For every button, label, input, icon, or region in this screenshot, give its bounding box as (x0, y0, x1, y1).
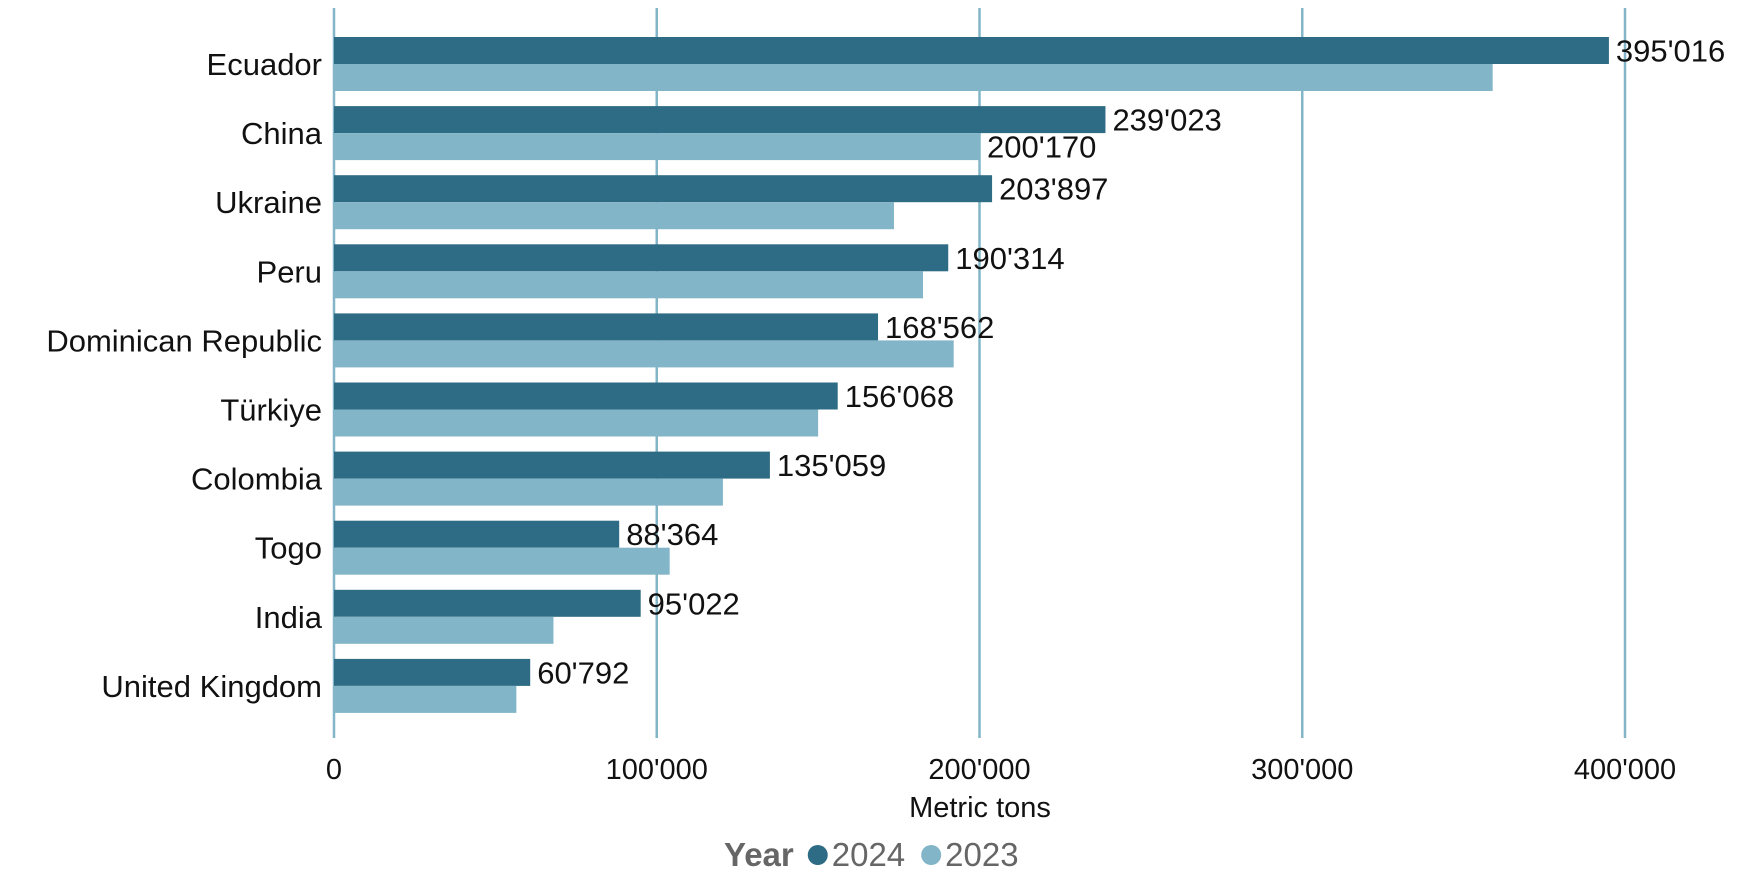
data-label: 239'023 (1112, 103, 1221, 138)
data-label: 190'314 (955, 241, 1064, 276)
bar-2024-togo (334, 520, 620, 548)
category-label: United Kingdom (101, 669, 322, 704)
data-label: 200'170 (987, 130, 1096, 165)
bar-2023-t-rkiye (334, 409, 819, 437)
bar-2024-united-kingdom (334, 658, 531, 686)
data-label: 135'059 (777, 448, 886, 483)
bars (334, 37, 1609, 713)
bar-2024-peru (334, 244, 949, 272)
category-label: China (241, 116, 323, 151)
legend-marker (807, 845, 828, 865)
bar-2024-colombia (334, 451, 770, 479)
legend: Year 2024 2023 (724, 836, 1019, 873)
legend-marker (921, 845, 942, 865)
category-labels: Ecuador China Ukraine Peru Dominican Republi… (46, 47, 322, 704)
category-label: Dominican Republic (46, 323, 322, 358)
legend-label: 2024 (832, 836, 905, 873)
data-label: 203'897 (999, 172, 1108, 207)
x-tick-label: 100'000 (606, 754, 708, 786)
bar-2024-ukraine (334, 175, 993, 203)
bar-2024-china (334, 106, 1106, 134)
x-tick-label: 0 (326, 754, 342, 786)
bar-2023-china (334, 133, 981, 161)
data-label: 395'016 (1616, 34, 1725, 69)
data-label: 156'068 (845, 379, 954, 414)
category-label: Colombia (191, 462, 323, 497)
bar-2023-ukraine (334, 202, 894, 230)
bar-2023-colombia (334, 478, 723, 506)
category-label: Türkiye (220, 393, 322, 428)
legend-label: 2023 (945, 836, 1018, 873)
data-label: 168'562 (885, 310, 994, 345)
bar-2023-dominican-republic (334, 340, 954, 368)
x-tick-label: 200'000 (928, 754, 1030, 786)
data-label: 88'364 (626, 517, 718, 552)
data-label: 95'022 (648, 586, 740, 621)
category-label: India (255, 600, 323, 635)
bar-2024-ecuador (334, 37, 1609, 64)
bar-2023-peru (334, 271, 924, 299)
category-label: Peru (257, 254, 322, 289)
bar-2024-dominican-republic (334, 313, 879, 341)
bar-2023-united-kingdom (334, 685, 517, 713)
data-label: 60'792 (537, 655, 629, 690)
x-tick-label: 400'000 (1574, 754, 1676, 786)
bar-2023-india (334, 616, 554, 644)
data-labels: 395'016 239'023 200'170 203'897 190'314 168'5… (537, 34, 1725, 691)
bar-2023-ecuador (334, 64, 1493, 91)
bar-2024-india (334, 589, 641, 617)
x-tick-labels: 0 100'000 200'000 300'000 400'000 (326, 754, 1676, 786)
category-label: Ukraine (215, 185, 322, 220)
x-tick-label: 300'000 (1251, 754, 1353, 786)
bar-2023-togo (334, 547, 670, 575)
category-label: Ecuador (207, 47, 322, 82)
x-axis-title: Metric tons (909, 792, 1051, 824)
legend-title: Year (724, 836, 794, 873)
category-label: Togo (255, 531, 322, 566)
bar-2024-t-rkiye (334, 382, 838, 410)
